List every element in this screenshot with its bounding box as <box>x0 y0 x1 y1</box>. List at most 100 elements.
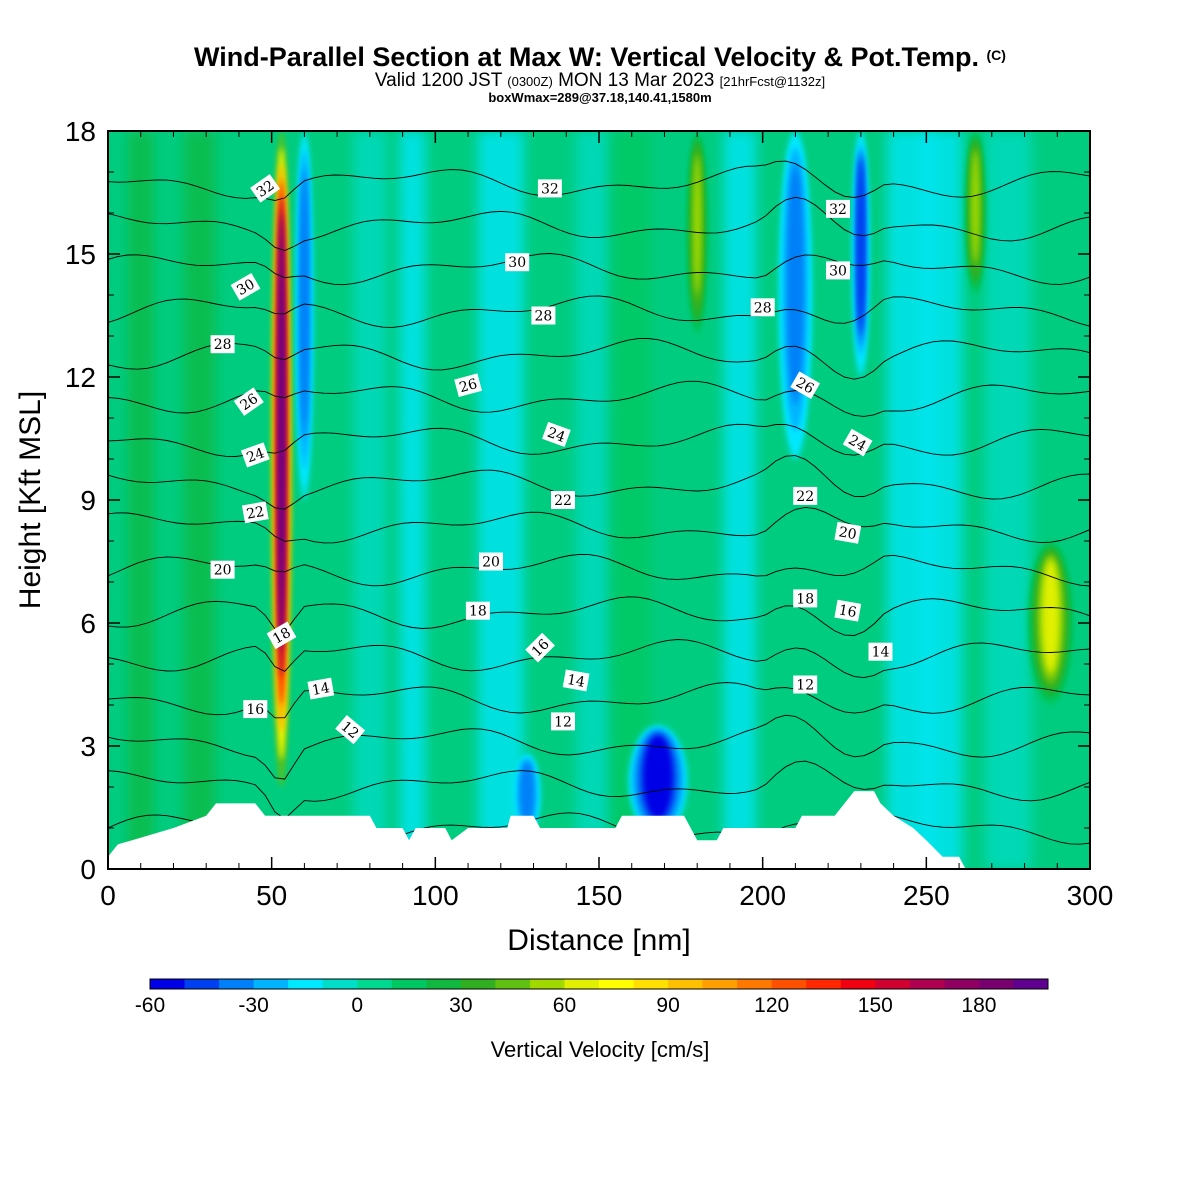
y-tick-label: 12 <box>65 362 96 393</box>
colorbar-swatch <box>426 979 462 989</box>
chart-title: Wind-Parallel Section at Max W: Vertical… <box>194 42 979 72</box>
svg-text:26: 26 <box>458 376 479 396</box>
svg-text:30: 30 <box>508 255 526 271</box>
colorbar-swatch <box>944 979 980 989</box>
copyright-mark: (C) <box>986 47 1006 63</box>
svg-text:22: 22 <box>796 489 814 505</box>
contour-label: 24 <box>542 421 571 447</box>
colorbar-swatch <box>564 979 600 989</box>
isentrope-line <box>108 380 1090 417</box>
colorbar-swatch <box>184 979 220 989</box>
colorbar-tick-label: 120 <box>754 994 789 1017</box>
svg-text:26: 26 <box>793 375 817 398</box>
contour-label: 18 <box>266 621 297 650</box>
contour-label: 22 <box>551 491 575 509</box>
velocity-band-0 <box>127 131 154 869</box>
isentrope-line <box>108 639 1090 679</box>
colorbar: -60 -30 0 30 60 90 120 150 180 <box>135 978 1049 1017</box>
colorbar-tick-label: 90 <box>656 994 679 1017</box>
updraft-7 <box>965 131 986 295</box>
velocity-field <box>127 131 1074 869</box>
isentrope-line <box>108 506 1090 544</box>
svg-text:22: 22 <box>554 493 572 509</box>
colorbar-swatch <box>253 979 289 989</box>
colorbar-swatch <box>668 979 704 989</box>
svg-text:20: 20 <box>214 563 232 579</box>
x-tick-label: 150 <box>576 880 623 911</box>
svg-text:18: 18 <box>796 591 814 607</box>
svg-text:24: 24 <box>545 425 567 446</box>
velocity-band-4 <box>477 131 524 869</box>
x-tick-label: 0 <box>100 880 116 911</box>
contour-label: 14 <box>868 642 893 661</box>
svg-text:28: 28 <box>754 300 772 316</box>
velocity-band-9 <box>923 131 963 869</box>
y-tick-label: 18 <box>65 116 96 147</box>
valid-prefix: Valid 1200 JST <box>374 70 502 91</box>
isentrope-line <box>108 553 1090 587</box>
colorbar-swatch <box>150 979 186 989</box>
updraft-6 <box>1027 541 1074 705</box>
contour-label: 12 <box>793 675 818 694</box>
contour-label: 18 <box>465 601 490 620</box>
valid-date: MON 13 Mar 2023 <box>558 70 715 91</box>
colorbar-swatch <box>391 979 427 989</box>
contour-label: 28 <box>750 298 775 317</box>
x-tick-label: 250 <box>903 880 950 911</box>
downdraft-2 <box>628 725 688 837</box>
velocity-band-1 <box>183 131 217 869</box>
colorbar-swatch <box>978 979 1014 989</box>
colorbar-tick-label: 60 <box>553 994 576 1017</box>
contour-label: 16 <box>834 599 862 622</box>
contour-label: 20 <box>834 521 862 544</box>
svg-text:32: 32 <box>829 202 847 218</box>
svg-text:28: 28 <box>214 337 232 353</box>
contour-label: 24 <box>842 428 873 457</box>
svg-text:12: 12 <box>554 714 572 730</box>
contour-label: 20 <box>479 552 503 571</box>
colorbar-tick-label: -60 <box>135 994 165 1017</box>
colorbar-swatch <box>288 979 324 989</box>
svg-text:16: 16 <box>246 702 264 718</box>
x-tick-label: 200 <box>739 880 786 911</box>
isentropes <box>108 160 1090 847</box>
x-tick-label: 50 <box>256 880 287 911</box>
svg-text:16: 16 <box>837 602 857 621</box>
y-tick-label: 6 <box>80 608 96 639</box>
y-tick-label: 15 <box>65 239 96 270</box>
velocity-band-7 <box>723 131 757 869</box>
contour-label: 28 <box>210 335 235 354</box>
contour-label: 14 <box>562 669 590 692</box>
svg-text:18: 18 <box>270 625 293 648</box>
isentrope-line <box>108 160 1090 201</box>
updraft-0 <box>271 131 292 787</box>
contour-label: 32 <box>826 199 850 218</box>
chart-title-line: Wind-Parallel Section at Max W: Vertical… <box>0 40 1200 72</box>
colorbar-swatch <box>702 979 738 989</box>
forecast-info: [21hrFcst@1132z] <box>719 74 826 89</box>
x-axis: 0 50 100 150 200 250 300 <box>100 131 1113 911</box>
svg-text:22: 22 <box>245 504 265 523</box>
contour-label: 18 <box>793 589 818 608</box>
isentrope-line <box>108 682 1090 719</box>
y-axis: 0 3 6 9 12 15 18 <box>65 116 1090 885</box>
updraft-8 <box>687 131 708 336</box>
colorbar-swatch <box>771 979 807 989</box>
y-tick-label: 0 <box>80 854 96 885</box>
downdraft-1 <box>296 131 313 500</box>
colorbar-swatch <box>806 979 842 989</box>
contour-label: 30 <box>826 261 850 280</box>
colorbar-swatch <box>460 979 496 989</box>
svg-text:14: 14 <box>566 672 586 691</box>
colorbar-swatch <box>737 979 773 989</box>
contour-label: 30 <box>230 273 261 301</box>
colorbar-swatch <box>909 979 945 989</box>
velocity-band-2 <box>353 131 387 869</box>
valid-time-line: Valid 1200 JST (0300Z) MON 13 Mar 2023 [… <box>0 70 1200 91</box>
colorbar-swatch <box>599 979 635 989</box>
svg-text:30: 30 <box>234 276 257 299</box>
svg-text:24: 24 <box>845 432 869 455</box>
contour-label: 12 <box>551 712 575 731</box>
